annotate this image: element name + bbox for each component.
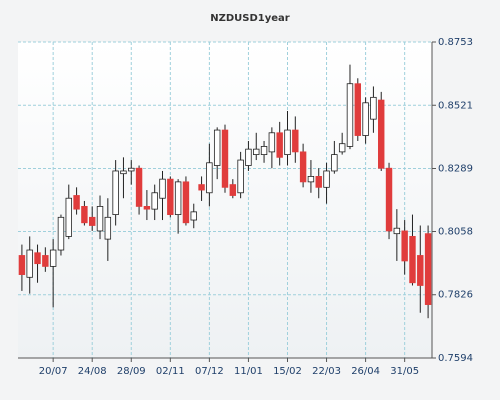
y-tick-label: 0.8753	[438, 37, 473, 48]
candle-body	[229, 184, 237, 196]
candle-body	[393, 227, 401, 235]
candle-body	[331, 154, 338, 172]
candle-body	[315, 176, 322, 188]
candle-body	[284, 129, 291, 156]
candle-body	[34, 252, 41, 265]
candle-body	[237, 159, 244, 194]
candle-body	[42, 255, 49, 267]
x-tick-label: 31/05	[390, 366, 419, 377]
candle-body	[253, 148, 260, 156]
candle-body	[88, 216, 96, 226]
x-tick-label: 15/02	[273, 366, 302, 377]
x-tick-label: 02/11	[156, 366, 185, 377]
candle-body	[206, 162, 213, 194]
candle-body	[323, 170, 330, 188]
y-tick-label: 0.8289	[438, 164, 473, 175]
candle-body	[73, 195, 80, 210]
candle-body	[57, 216, 65, 251]
y-tick-label: 0.7594	[438, 353, 473, 364]
candle-body	[354, 83, 362, 136]
candle-body	[221, 129, 229, 188]
candle-body	[167, 178, 174, 215]
candle-body	[174, 181, 182, 215]
candle-body	[26, 249, 33, 278]
candle-body	[151, 192, 158, 210]
x-tick-label: 20/07	[39, 366, 68, 377]
x-tick-label: 22/03	[312, 366, 341, 377]
chart-title: NZDUSD1year	[210, 13, 290, 24]
candle-body	[49, 249, 57, 267]
x-tick-label: 26/04	[351, 366, 380, 377]
candle-body	[112, 170, 119, 215]
candle-body	[362, 102, 369, 136]
candle-body	[120, 170, 127, 175]
x-tick-label: 28/09	[117, 366, 146, 377]
candle-body	[268, 132, 276, 153]
x-tick-label: 07/12	[195, 366, 224, 377]
candle-body	[370, 96, 377, 120]
candle-body	[299, 151, 307, 183]
candle-body	[401, 230, 408, 262]
candle-body	[135, 167, 143, 207]
x-tick-label: 11/01	[234, 366, 263, 377]
candle-body	[378, 99, 385, 169]
candle-body	[198, 184, 205, 191]
candle-body	[417, 255, 424, 286]
candle-body	[346, 83, 354, 147]
candle-body	[190, 211, 197, 221]
candle-body	[65, 197, 72, 237]
candle-body	[307, 176, 315, 183]
candle-body	[276, 132, 283, 158]
candle-body	[213, 129, 221, 166]
x-tick-label: 24/08	[78, 366, 107, 377]
candle-body	[338, 143, 346, 153]
candle-body	[128, 167, 135, 172]
y-tick-label: 0.8521	[438, 100, 473, 111]
candle-body	[260, 146, 268, 156]
candle-body	[18, 255, 26, 275]
candle-body	[182, 181, 190, 224]
y-tick-label: 0.8058	[438, 226, 473, 237]
candle-body	[292, 129, 299, 153]
candle-body	[424, 233, 432, 305]
candle-body	[81, 206, 88, 224]
candle-body	[104, 216, 112, 240]
plot-area	[18, 42, 432, 358]
candle-body	[143, 206, 151, 210]
candle-body	[96, 206, 104, 232]
y-tick-label: 0.7826	[438, 290, 473, 301]
candle-body	[159, 178, 166, 199]
candle-body	[245, 148, 252, 166]
candle-body	[409, 235, 416, 284]
candle-body	[385, 167, 393, 232]
